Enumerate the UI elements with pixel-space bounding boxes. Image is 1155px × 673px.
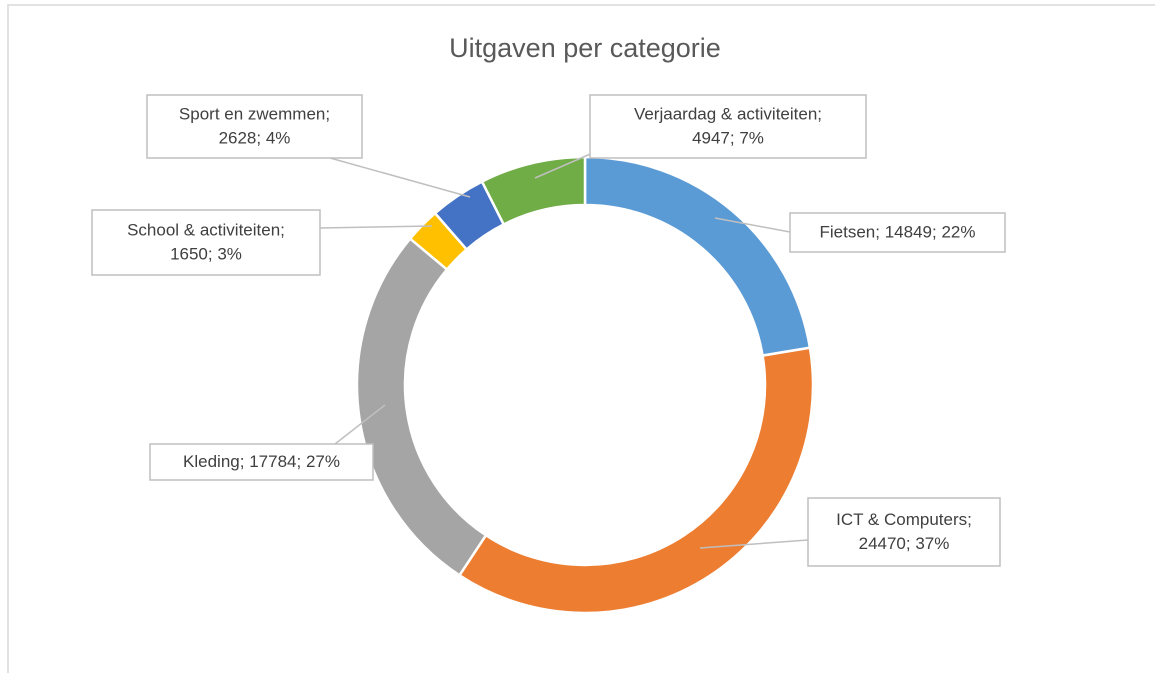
label-percent: 27% bbox=[306, 452, 340, 471]
label-value: 4947 bbox=[692, 129, 730, 148]
label-sep: ; bbox=[296, 452, 305, 471]
data-label: Sport en zwemmen; bbox=[179, 105, 330, 124]
label-value: 17784 bbox=[249, 452, 296, 471]
label-sep: ; bbox=[875, 223, 880, 242]
label-value: 1650 bbox=[170, 245, 208, 264]
label-box bbox=[807, 497, 1001, 567]
data-label: Verjaardag & activiteiten; bbox=[634, 105, 822, 124]
label-sep: ; bbox=[730, 129, 739, 148]
label-value: 24470 bbox=[859, 534, 906, 553]
label-box bbox=[91, 209, 321, 276]
leader-line bbox=[714, 217, 791, 233]
label-value: 2628 bbox=[219, 129, 257, 148]
leader-line bbox=[534, 151, 596, 179]
label-percent: 22% bbox=[941, 223, 975, 242]
label-category: School & activiteiten bbox=[127, 221, 280, 240]
data-label: Kleding; 17784; 27% bbox=[183, 452, 340, 471]
label-box bbox=[589, 94, 867, 159]
label-box bbox=[149, 443, 374, 481]
label-sep: ; bbox=[906, 534, 915, 553]
label-sep: ; bbox=[240, 452, 245, 471]
data-label: ICT & Computers; bbox=[836, 510, 972, 529]
label-category: Sport en zwemmen bbox=[179, 105, 325, 124]
data-label: School & activiteiten; bbox=[127, 221, 285, 240]
label-sep: ; bbox=[208, 245, 217, 264]
label-percent: 37% bbox=[915, 534, 949, 553]
leader-line bbox=[319, 225, 433, 229]
data-label: 24470; 37% bbox=[859, 534, 950, 553]
data-label: Fietsen; 14849; 22% bbox=[820, 223, 976, 242]
label-percent: 3% bbox=[217, 245, 242, 264]
data-label: 4947; 7% bbox=[692, 129, 764, 148]
label-sep: ; bbox=[256, 129, 265, 148]
label-sep: ; bbox=[967, 510, 972, 529]
label-sep: ; bbox=[817, 105, 822, 124]
donut-slice bbox=[480, 155, 587, 227]
label-percent: 4% bbox=[266, 129, 291, 148]
leader-line bbox=[699, 539, 809, 549]
label-sep: ; bbox=[325, 105, 330, 124]
label-percent: 7% bbox=[739, 129, 764, 148]
label-value: 14849 bbox=[885, 223, 932, 242]
donut-slice bbox=[583, 155, 812, 358]
label-category: Fietsen bbox=[820, 223, 876, 242]
data-label: 2628; 4% bbox=[219, 129, 291, 148]
data-label: 1650; 3% bbox=[170, 245, 242, 264]
label-box bbox=[146, 94, 363, 159]
leader-line bbox=[329, 157, 471, 198]
donut-slice bbox=[355, 236, 488, 578]
label-box bbox=[789, 212, 1006, 253]
label-category: Verjaardag & activiteiten bbox=[634, 105, 817, 124]
chart-border bbox=[7, 4, 1155, 673]
leader-line bbox=[334, 404, 386, 445]
label-sep: ; bbox=[280, 221, 285, 240]
label-category: Kleding bbox=[183, 452, 240, 471]
chart-title: Uitgaven per categorie bbox=[449, 33, 721, 63]
label-sep: ; bbox=[932, 223, 941, 242]
donut-slice bbox=[457, 346, 815, 615]
label-category: ICT & Computers bbox=[836, 510, 967, 529]
